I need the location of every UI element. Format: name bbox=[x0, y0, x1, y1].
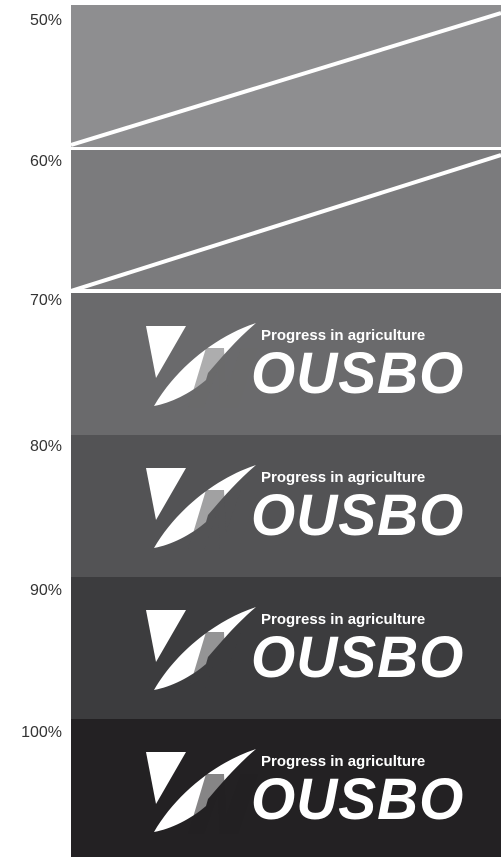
brand-logo: Progress in agriculture OUSBO bbox=[146, 602, 463, 697]
swatch-90: Progress in agriculture OUSBO bbox=[71, 577, 501, 719]
logo-wordmark: OUSBO bbox=[251, 483, 465, 548]
top-border-line bbox=[71, 147, 501, 289]
diagonal-stripe bbox=[71, 11, 501, 147]
brand-logo: Progress in agriculture OUSBO bbox=[146, 460, 463, 555]
logo-tagline: Progress in agriculture bbox=[261, 327, 426, 344]
logo-wordmark: OUSBO bbox=[251, 767, 465, 832]
brand-logo: Progress in agriculture OUSBO bbox=[146, 744, 463, 839]
row-label-90: 90% bbox=[29, 582, 62, 599]
brand-logo: Progress in agriculture OUSBO bbox=[146, 318, 463, 413]
swatch-100: Progress in agriculture OUSBO bbox=[71, 719, 501, 857]
logo-wordmark: OUSBO bbox=[251, 625, 465, 690]
row-label-80: 80% bbox=[29, 438, 62, 455]
row-label-50: 50% bbox=[29, 12, 62, 29]
logo-wordmark: OUSBO bbox=[251, 341, 465, 406]
swatch-70: Progress in agriculture OUSBO bbox=[71, 293, 501, 435]
leaf-n-emblem-icon bbox=[146, 323, 258, 408]
swatch-50 bbox=[71, 5, 501, 147]
leaf-n-emblem-icon bbox=[146, 607, 258, 692]
swatch-60 bbox=[71, 147, 501, 289]
row-label-60: 60% bbox=[29, 153, 62, 170]
logo-tagline: Progress in agriculture bbox=[261, 469, 426, 486]
logo-tagline: Progress in agriculture bbox=[261, 611, 426, 628]
leaf-n-emblem-icon bbox=[146, 749, 258, 834]
leaf-n-emblem-icon bbox=[146, 465, 258, 550]
logo-tagline: Progress in agriculture bbox=[261, 753, 426, 770]
swatch-80: Progress in agriculture OUSBO bbox=[71, 435, 501, 577]
row-label-70: 70% bbox=[29, 292, 62, 309]
row-label-100: 100% bbox=[21, 724, 62, 741]
